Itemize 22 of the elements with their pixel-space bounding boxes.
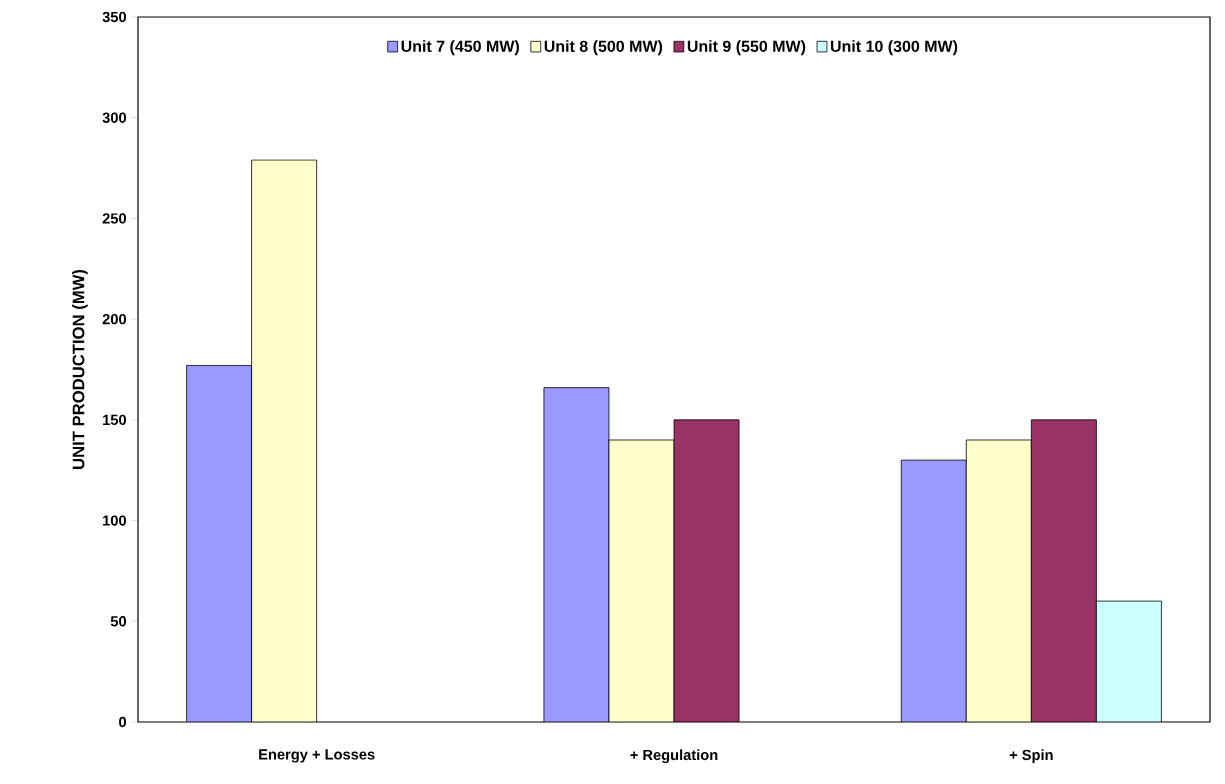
bar: [543, 387, 610, 722]
y-tick-label: 100: [103, 515, 127, 526]
legend-label: Unit 9 (550 MW): [687, 40, 806, 56]
y-tick-label: 150: [103, 414, 127, 426]
legend-label: Unit 8 (500 MW): [544, 40, 663, 56]
x-tick-label: Energy + Losses: [259, 749, 375, 763]
x-tick-label: + Spin: [1009, 749, 1053, 764]
y-axis-title: UNIT PRODUCTION (MW): [72, 269, 88, 469]
y-tick-label: 350: [102, 11, 127, 23]
x-tick-label: + Regulation: [630, 749, 718, 764]
y-tick-label: 50: [110, 616, 127, 627]
bar: [251, 159, 318, 722]
bar: [608, 439, 675, 722]
y-tick-label: 300: [102, 112, 127, 123]
bar: [186, 365, 253, 722]
legend-label: Unit 10 (300 MW): [830, 40, 958, 56]
legend-label: Unit 7 (450 MW): [401, 40, 519, 56]
bar: [900, 459, 967, 722]
bar: [965, 439, 1032, 722]
y-tick-label: 250: [102, 213, 127, 224]
y-tick-label: 200: [102, 313, 127, 325]
y-tick-label: 0: [119, 716, 127, 728]
